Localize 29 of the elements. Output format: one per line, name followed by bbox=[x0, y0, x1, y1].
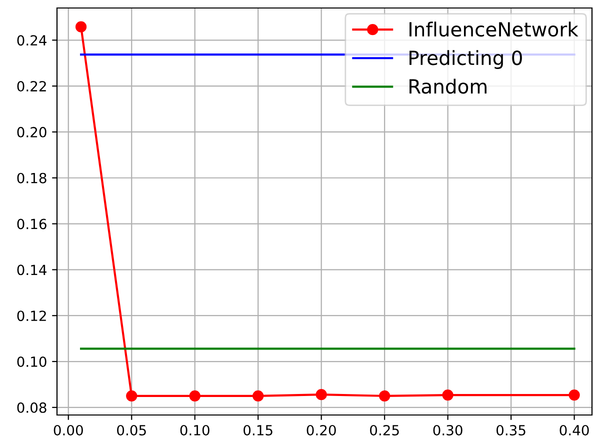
y-tick-label: 0.10 bbox=[17, 356, 46, 367]
point bbox=[126, 390, 138, 402]
x-tick-label: 0.00 bbox=[54, 424, 83, 436]
y-tick-label: 0.16 bbox=[17, 218, 46, 230]
x-tick-label: 0.10 bbox=[180, 424, 210, 436]
point bbox=[442, 389, 454, 401]
x-tick-label: 0.30 bbox=[433, 424, 462, 436]
x-tick-label: 0.25 bbox=[370, 424, 399, 436]
y-tick-label: 0.24 bbox=[17, 35, 46, 46]
point bbox=[379, 390, 390, 402]
y-tick-label: 0.08 bbox=[17, 402, 46, 413]
legend-label: InfluenceNetwork bbox=[410, 22, 578, 37]
point bbox=[75, 21, 87, 32]
legend-label: Predicting 0 bbox=[410, 50, 522, 69]
x-tick-label: 0.05 bbox=[117, 424, 146, 436]
y-tick-label: 0.14 bbox=[17, 264, 46, 276]
y-tick-label: 0.18 bbox=[17, 172, 46, 184]
legend-label: Random bbox=[410, 78, 486, 94]
y-tick-label: 0.22 bbox=[17, 81, 46, 92]
y-tick-label: 0.20 bbox=[17, 126, 46, 138]
x-tick-label: 0.20 bbox=[306, 424, 336, 436]
point bbox=[189, 390, 200, 402]
point bbox=[252, 390, 264, 402]
point bbox=[316, 389, 327, 400]
x-tick-label: 0.35 bbox=[496, 424, 526, 436]
x-tick-label: 0.15 bbox=[244, 424, 272, 436]
x-tick-label: 0.40 bbox=[560, 424, 589, 436]
y-tick-label: 0.12 bbox=[17, 310, 46, 322]
point bbox=[568, 389, 580, 401]
